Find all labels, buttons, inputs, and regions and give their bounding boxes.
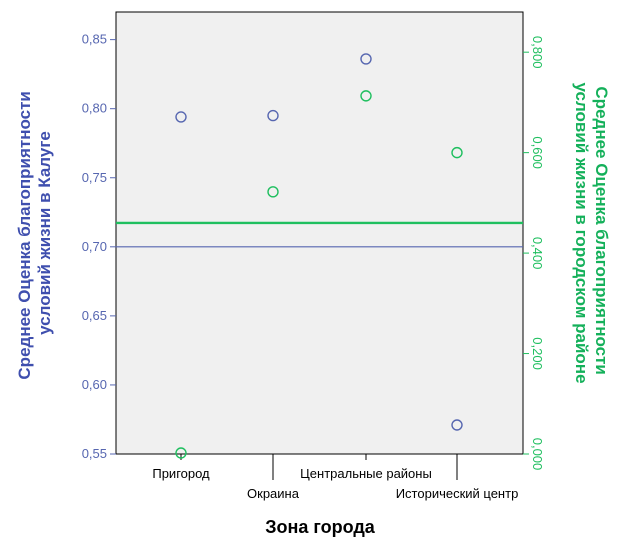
right-axis-title: Среднее Оценка благоприятности условий ж…: [572, 82, 611, 383]
x-tick-label: Центральные районы: [300, 466, 432, 481]
right-tick-label: 0,200: [530, 337, 545, 370]
left-axis-title-line-2: условий жизни в Калуге: [35, 131, 54, 335]
right-axis-title-line-1: Среднее Оценка благоприятности: [592, 86, 611, 374]
data-point-left: [267, 109, 279, 122]
data-point-right: [175, 447, 187, 459]
right-tick-label: 0,800: [530, 36, 545, 69]
left-tick-label: 0,75: [82, 170, 107, 185]
data-point-left: [360, 53, 372, 65]
x-tick-label: Исторический центр: [396, 486, 519, 501]
plot-area: [115, 11, 524, 455]
right-axis: 0,000 0,200 0,400 0,600 0,800: [523, 36, 545, 470]
left-axis-title: Среднее Оценка благоприятности условий ж…: [15, 86, 54, 379]
x-axis-title: Зона города: [265, 517, 376, 537]
right-tick-label: 0,000: [530, 438, 545, 471]
x-tick-label: Окраина: [247, 486, 300, 501]
left-tick-label: 0,80: [82, 101, 107, 116]
x-tick-label: Пригород: [152, 466, 210, 481]
right-tick-label: 0,400: [530, 237, 545, 270]
left-tick-label: 0,55: [82, 446, 107, 461]
right-tick-label: 0,600: [530, 136, 545, 169]
data-points: [175, 53, 463, 459]
left-tick-label: 0,70: [82, 239, 107, 254]
left-tick-label: 0,60: [82, 377, 107, 392]
data-point-right: [267, 186, 279, 198]
left-tick-label: 0,65: [82, 308, 107, 323]
right-axis-title-line-2: условий жизни в городском районе: [572, 82, 591, 383]
left-tick-label: 0,85: [82, 32, 107, 47]
data-point-left: [175, 111, 187, 123]
left-axis-title-line-1: Среднее Оценка благоприятности: [15, 91, 34, 379]
data-point-right: [451, 146, 463, 159]
data-point-left: [451, 419, 463, 431]
left-axis: 0,55 0,60 0,65 0,70 0,75 0,80 0,85: [82, 32, 116, 461]
data-point-right: [360, 90, 372, 102]
reference-lines: [116, 221, 523, 248]
